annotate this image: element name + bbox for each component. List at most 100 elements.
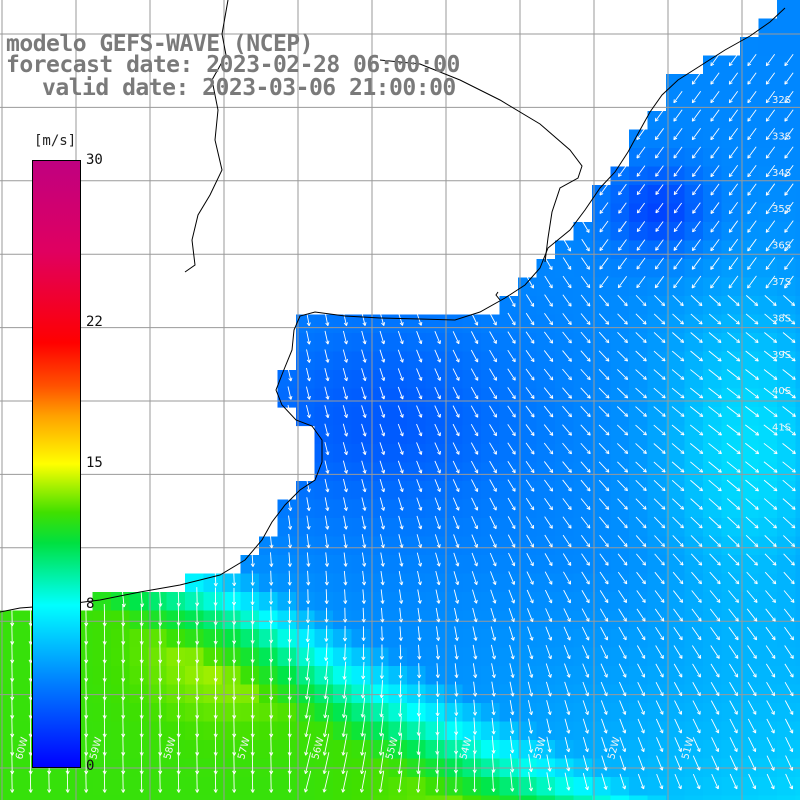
speed-cell: [425, 647, 445, 667]
wind-arrow: [342, 386, 348, 400]
wind-arrow: [636, 571, 646, 585]
speed-cell: [795, 555, 800, 575]
speed-cell: [721, 407, 741, 427]
wind-arrow: [691, 128, 702, 141]
speed-cell: [518, 555, 538, 575]
wind-arrow: [562, 479, 572, 492]
wind-arrow: [745, 442, 760, 455]
wind-arrow: [491, 681, 496, 697]
island-path: [495, 291, 501, 301]
wind-arrow: [692, 220, 701, 233]
speed-cell: [333, 518, 353, 538]
speed-cell: [111, 666, 131, 686]
wind-arrow: [417, 663, 422, 679]
wind-arrow: [671, 369, 685, 380]
speed-cell: [684, 740, 704, 760]
wind-arrow: [784, 146, 794, 159]
wind-arrow: [747, 700, 757, 715]
wind-arrow: [324, 423, 330, 437]
speed-cell: [666, 296, 686, 316]
wind-arrow: [508, 626, 515, 641]
wind-arrow: [729, 737, 738, 753]
speed-cell: [536, 666, 556, 686]
wind-arrow: [121, 770, 126, 793]
speed-cell: [462, 573, 482, 593]
speed-cell: [629, 647, 649, 667]
speed-cell: [684, 610, 704, 630]
wind-arrow-field: [10, 53, 796, 793]
speed-cell: [18, 795, 38, 800]
speed-cell: [333, 777, 353, 797]
wind-arrow: [727, 535, 740, 548]
wind-arrow: [710, 53, 720, 67]
wind-arrow: [562, 553, 572, 566]
wind-arrow: [598, 479, 610, 492]
speed-cell: [240, 721, 260, 741]
speed-cell: [277, 555, 297, 575]
wind-arrow: [673, 645, 683, 659]
wind-arrow: [525, 350, 535, 363]
speed-cell: [740, 721, 760, 741]
speed-cell: [758, 647, 778, 667]
speed-cell: [370, 444, 390, 464]
speed-cell: [0, 795, 20, 800]
wind-arrow: [397, 479, 404, 493]
wind-arrow: [562, 294, 572, 307]
speed-cell: [314, 425, 334, 445]
wind-arrow: [653, 516, 666, 529]
speed-cell: [388, 777, 408, 797]
speed-cell: [314, 795, 334, 800]
speed-cell: [370, 536, 390, 556]
speed-cell: [629, 740, 649, 760]
wind-arrow: [287, 606, 292, 624]
speed-cell: [407, 573, 427, 593]
speed-cell: [481, 351, 501, 371]
wind-arrow: [306, 533, 311, 549]
wind-arrow: [747, 127, 757, 141]
speed-cell: [536, 277, 556, 297]
speed-cell: [777, 351, 797, 371]
wind-arrow: [342, 625, 348, 642]
speed-cell: [666, 518, 686, 538]
wind-arrow: [416, 331, 423, 345]
wind-arrow: [416, 423, 423, 437]
speed-cell: [795, 333, 800, 353]
speed-cell: [758, 610, 778, 630]
speed-cell: [647, 296, 667, 316]
speed-cell: [795, 462, 800, 482]
wind-arrow: [784, 718, 794, 734]
speed-cell: [610, 684, 630, 704]
wind-arrow: [580, 498, 591, 510]
speed-cell: [666, 703, 686, 723]
wind-arrow: [765, 257, 776, 270]
wind-arrow: [690, 461, 704, 473]
wind-arrow: [653, 443, 666, 454]
speed-cell: [166, 703, 186, 723]
speed-cell: [499, 721, 519, 741]
wind-arrow: [250, 605, 255, 625]
wind-arrow: [306, 478, 311, 493]
wind-arrow: [269, 606, 274, 624]
speed-cell: [277, 703, 297, 723]
speed-cell: [684, 333, 704, 353]
wind-arrow: [618, 626, 627, 641]
wind-arrow: [618, 165, 627, 177]
speed-cell: [240, 703, 260, 723]
wind-arrow: [618, 663, 627, 678]
speed-cell: [684, 684, 704, 704]
wind-arrow: [598, 331, 610, 344]
speed-cell: [573, 240, 593, 260]
speed-cell: [610, 333, 630, 353]
wind-arrow: [544, 257, 553, 271]
wind-arrow: [784, 127, 794, 141]
wind-arrow: [416, 368, 423, 381]
speed-cell: [166, 610, 186, 630]
speed-cell: [462, 740, 482, 760]
wind-arrow: [782, 350, 796, 362]
wind-arrow: [361, 589, 366, 604]
speed-cell: [129, 721, 149, 741]
speed-cell: [573, 222, 593, 242]
speed-cell: [499, 296, 519, 316]
speed-cell: [795, 240, 800, 260]
speed-cell: [222, 666, 242, 686]
